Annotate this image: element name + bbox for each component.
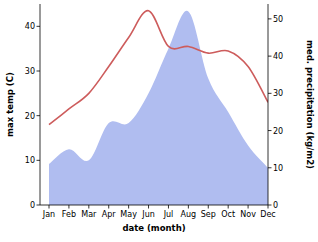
- y2-tick: [268, 93, 272, 94]
- x-tick: [188, 205, 189, 209]
- y2-tick-label: 20: [273, 127, 283, 136]
- y2-tick-label: 50: [273, 15, 283, 24]
- y2-tick: [268, 18, 272, 19]
- y-tick: [37, 115, 41, 116]
- y2-tick-label: 40: [273, 52, 283, 61]
- x-tick-label: Sep: [201, 210, 216, 219]
- y-tick-label: 20: [25, 112, 35, 121]
- x-tick: [228, 205, 229, 209]
- y-tick: [37, 205, 41, 206]
- y2-tick-label: 30: [273, 89, 283, 98]
- x-tick-label: Apr: [102, 210, 117, 219]
- x-tick: [108, 205, 109, 209]
- y-tick: [37, 160, 41, 161]
- y-axis: [40, 4, 41, 205]
- x-tick-label: Jul: [163, 210, 174, 219]
- x-tick: [148, 205, 149, 209]
- x-tick-label: Oct: [221, 210, 235, 219]
- x-tick-label: Mar: [81, 210, 97, 219]
- precip-area: [49, 11, 268, 205]
- x-axis: [40, 205, 268, 206]
- y2-axis-label: med. precipitation (kg/m2): [305, 40, 315, 169]
- x-tick: [268, 205, 269, 209]
- x-tick: [128, 205, 129, 209]
- x-tick: [88, 205, 89, 209]
- x-tick-label: Nov: [240, 210, 256, 219]
- y2-tick-label: 10: [273, 164, 283, 173]
- y-tick-label: 0: [30, 201, 35, 210]
- x-tick-label: Feb: [62, 210, 76, 219]
- y-tick: [37, 71, 41, 72]
- y-tick-label: 40: [25, 22, 35, 31]
- x-tick: [68, 205, 69, 209]
- x-tick-label: Jan: [42, 210, 55, 219]
- chart: 0 10 20 30 40 0 10 20 30 40 50 Jan Feb Mar AprMay Jun Ju…: [0, 0, 318, 242]
- y-tick-label: 30: [25, 67, 35, 76]
- x-tick-label: Dec: [260, 210, 275, 219]
- x-tick: [49, 205, 50, 209]
- x-tick-label: May: [120, 210, 137, 219]
- y2-tick: [268, 130, 272, 131]
- x-tick-label: Aug: [181, 210, 197, 219]
- y2-tick-label: 0: [273, 201, 278, 210]
- y2-tick: [268, 56, 272, 57]
- plot-data: [49, 11, 268, 205]
- y-axis-label: max temp (C): [5, 72, 15, 137]
- y-tick: [37, 26, 41, 27]
- x-axis-label: date (month): [122, 223, 185, 233]
- y2-axis: [268, 4, 269, 205]
- x-tick: [208, 205, 209, 209]
- x-tick: [168, 205, 169, 209]
- x-tick-label: Jun: [141, 210, 155, 219]
- x-tick: [248, 205, 249, 209]
- y-tick-label: 10: [25, 156, 35, 165]
- y2-tick: [268, 205, 272, 206]
- y2-tick: [268, 167, 272, 168]
- temp-line: [49, 11, 268, 125]
